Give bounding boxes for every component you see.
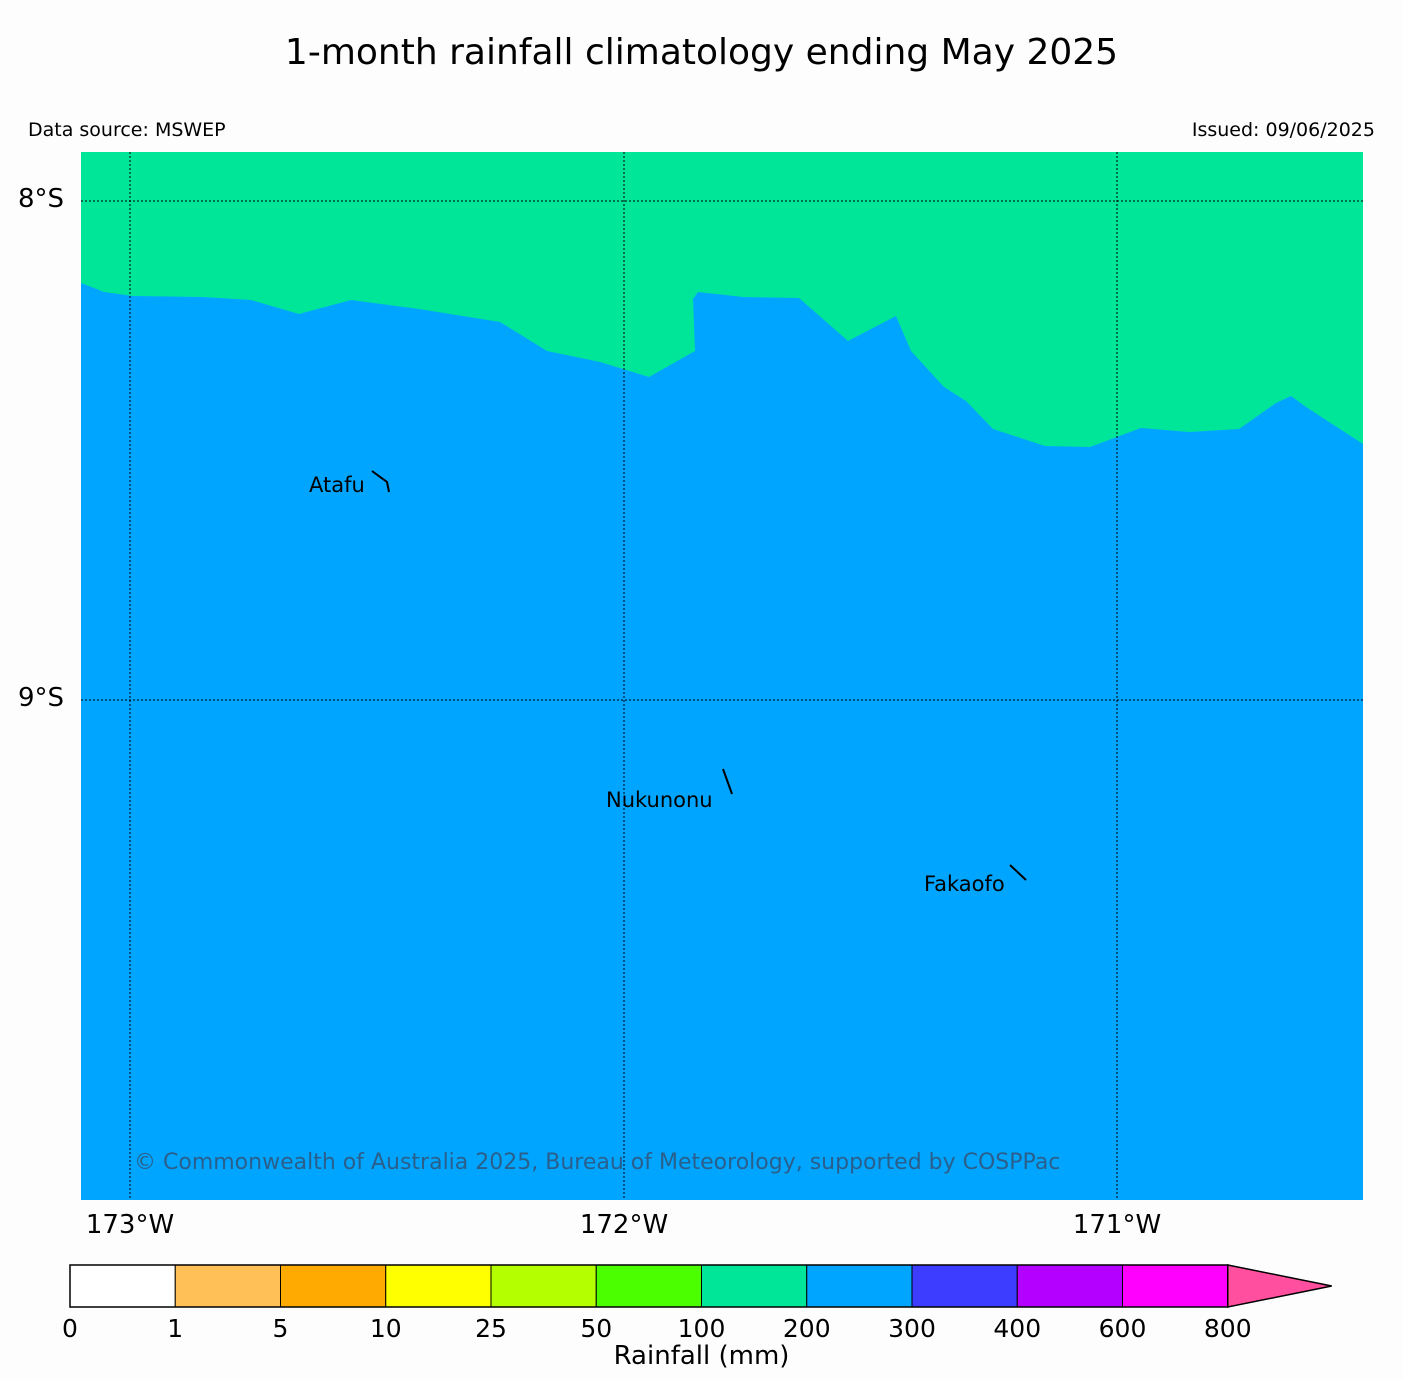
lat-label-9s: 9°S: [18, 683, 65, 713]
colorbar-swatch-200-300: [806, 1264, 913, 1308]
rainfall-100-200-region: [81, 152, 1363, 447]
copyright-notice: © Commonwealth of Australia 2025, Bureau…: [134, 1150, 1061, 1175]
colorbar-tick-600: 600: [1098, 1314, 1147, 1343]
colorbar-swatch-5-10: [280, 1264, 387, 1308]
colorbar-tick-5: 5: [272, 1314, 289, 1343]
place-label-nukunonu: Nukunonu: [606, 788, 713, 812]
colorbar-tick-10: 10: [369, 1314, 402, 1343]
lon-label-171w: 171°W: [1072, 1210, 1162, 1240]
colorbar-swatch-600-800: [1122, 1264, 1229, 1308]
graticule: [81, 152, 1363, 1200]
colorbar-tick-50: 50: [580, 1314, 613, 1343]
colorbar-tick-200: 200: [782, 1314, 831, 1343]
map-canvas: [81, 152, 1363, 1200]
colorbar-tick-0: 0: [62, 1314, 78, 1343]
colorbar-extend-arrow: [1227, 1264, 1332, 1308]
lat-label-8s: 8°S: [18, 184, 65, 214]
colorbar-swatch-0-1: [69, 1264, 176, 1308]
colorbar-swatch-100-200: [701, 1264, 808, 1308]
colorbar-tick-25: 25: [475, 1314, 507, 1343]
issued-date: Issued: 09/06/2025: [1191, 119, 1375, 141]
lon-label-173w: 173°W: [85, 1210, 175, 1240]
colorbar-swatch-25-50: [490, 1264, 597, 1308]
colorbar-tick-1: 1: [167, 1314, 184, 1343]
colorbar-tick-300: 300: [888, 1314, 936, 1343]
place-label-fakaofo: Fakaofo: [924, 872, 1005, 896]
lon-label-172w: 172°W: [579, 1210, 669, 1240]
colorbar-swatch-50-100: [595, 1264, 702, 1308]
map-title: 1-month rainfall climatology ending May …: [284, 32, 1119, 73]
colorbar-swatch-300-400: [911, 1264, 1018, 1308]
data-source: Data source: MSWEP: [28, 119, 226, 141]
atafu-coastline: [371, 470, 390, 493]
colorbar-swatch-1-5: [174, 1264, 281, 1308]
place-label-atafu: Atafu: [309, 473, 365, 497]
colorbar-tick-400: 400: [993, 1314, 1042, 1343]
rainfall-map: Atafu Nukunonu Fakaofo © Commonwealth of…: [81, 152, 1363, 1200]
nukunonu-coastline: [722, 768, 733, 795]
colorbar-tick-100: 100: [677, 1314, 726, 1343]
colorbar-label: Rainfall (mm): [613, 1341, 790, 1371]
colorbar-tick-800: 800: [1203, 1314, 1252, 1343]
colorbar-swatch-10-25: [385, 1264, 492, 1308]
fakaofo-coastline: [1009, 864, 1027, 881]
colorbar: [69, 1264, 1332, 1308]
colorbar-swatch-400-600: [1016, 1264, 1123, 1308]
colorbar-outline: [69, 1264, 1229, 1308]
